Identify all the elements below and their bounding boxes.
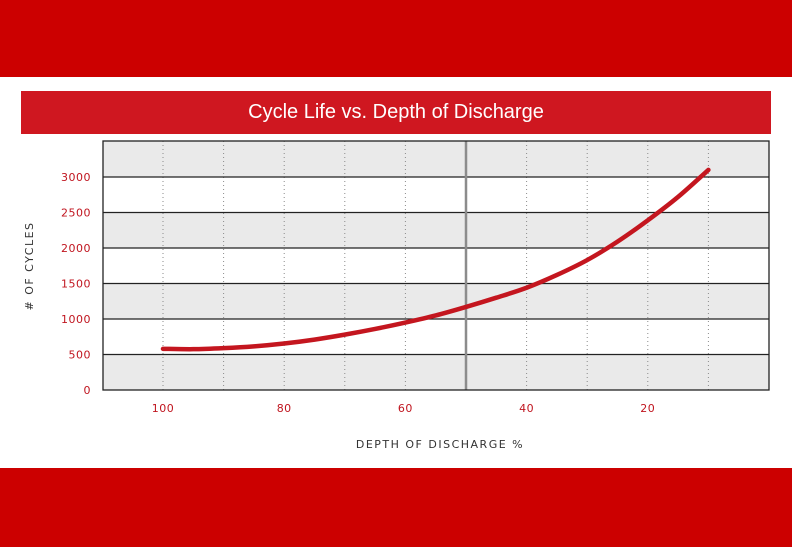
x-axis-label: DEPTH OF DISCHARGE %	[356, 438, 524, 451]
plot-band	[103, 177, 769, 213]
y-tick-label: 3000	[61, 171, 91, 184]
y-tick-label: 500	[69, 349, 92, 362]
plot-bands	[103, 141, 769, 390]
plot-band	[103, 248, 769, 284]
plot-border	[102, 140, 770, 391]
x-tick-label: 20	[640, 402, 655, 415]
x-tick-labels: 100 80 60 40 20	[152, 402, 655, 415]
top-red-band	[0, 0, 792, 77]
y-tick-label: 1000	[61, 313, 91, 326]
vertical-gridlines	[162, 141, 709, 390]
chart-title: Cycle Life vs. Depth of Discharge	[248, 101, 544, 123]
plot-band	[103, 354, 769, 390]
x-tick-label: 80	[277, 402, 292, 415]
y-tick-label: 2000	[61, 242, 91, 255]
y-tick-label: 2500	[61, 207, 91, 220]
series-line-cycles	[160, 167, 711, 352]
plot-band	[103, 141, 769, 177]
y-tick-label: 0	[84, 384, 92, 397]
chart-title-bar: Cycle Life vs. Depth of Discharge	[21, 91, 771, 134]
plot-band	[103, 212, 769, 248]
y-tick-label: 1500	[61, 278, 91, 291]
x-tick-label: 40	[519, 402, 534, 415]
x-tick-label: 100	[152, 402, 175, 415]
bottom-red-band	[0, 468, 792, 547]
y-axis-label: # OF CYCLES	[23, 221, 36, 310]
x-tick-label: 60	[398, 402, 413, 415]
y-tick-labels: 0 500 1000 1500 2000 2500 3000	[61, 171, 91, 397]
